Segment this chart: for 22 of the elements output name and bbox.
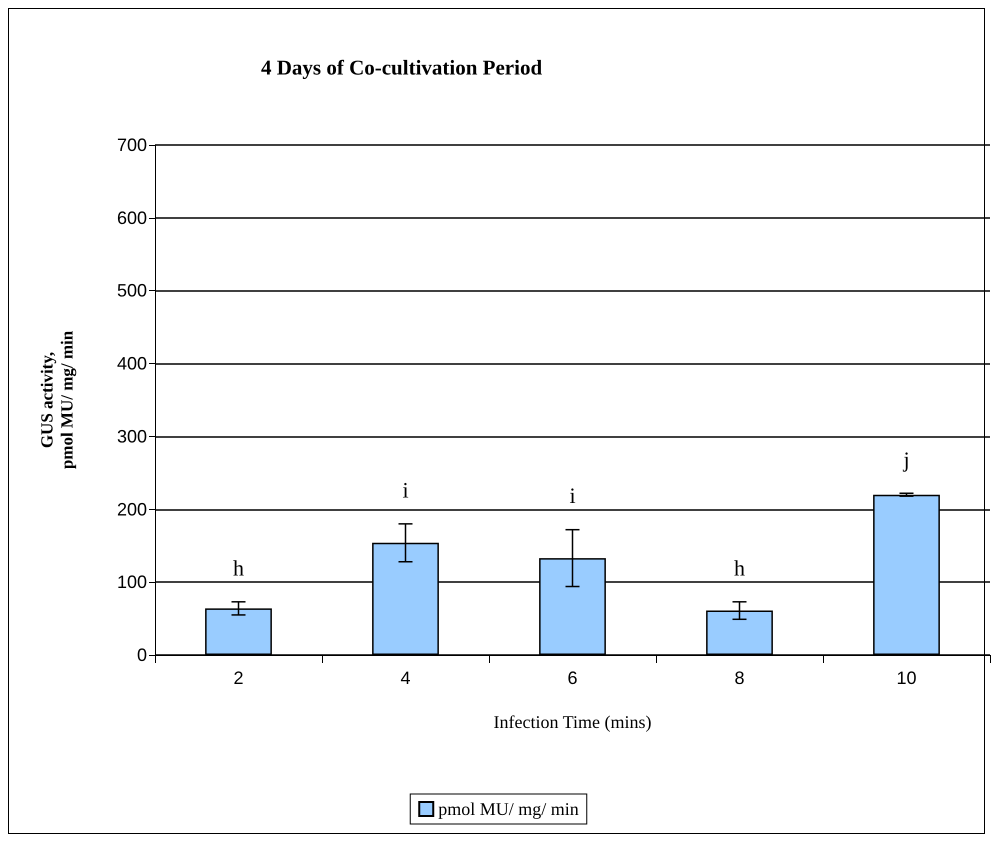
legend-label: pmol MU/ mg/ min <box>438 799 579 819</box>
annotation: j <box>902 446 910 472</box>
y-tick-label: 400 <box>116 354 147 374</box>
y-tick-label: 500 <box>116 280 147 301</box>
y-tick-label: 100 <box>116 572 147 592</box>
x-tick-label: 10 <box>896 668 917 688</box>
y-axis-title: GUS activity, pmol MU/ mg/ min <box>38 330 76 470</box>
y-tick-label: 600 <box>116 208 147 228</box>
y-tick-label: 0 <box>136 645 147 665</box>
annotation: h <box>734 555 745 580</box>
chart-title: 4 Days of Co-cultivation Period <box>261 56 542 80</box>
annotation: i <box>569 483 576 508</box>
x-tick-label: 2 <box>233 668 244 688</box>
annotation: h <box>233 555 244 580</box>
x-tick-label: 4 <box>400 668 411 688</box>
y-tick-label: 200 <box>116 499 147 520</box>
x-tick-label: 6 <box>567 668 578 688</box>
annotation: i <box>402 477 409 502</box>
y-tick-label: 700 <box>116 135 147 155</box>
x-tick-label: 8 <box>734 668 745 688</box>
y-tick-label: 300 <box>116 426 147 446</box>
x-axis-title: Infection Time (mins) <box>494 712 652 732</box>
